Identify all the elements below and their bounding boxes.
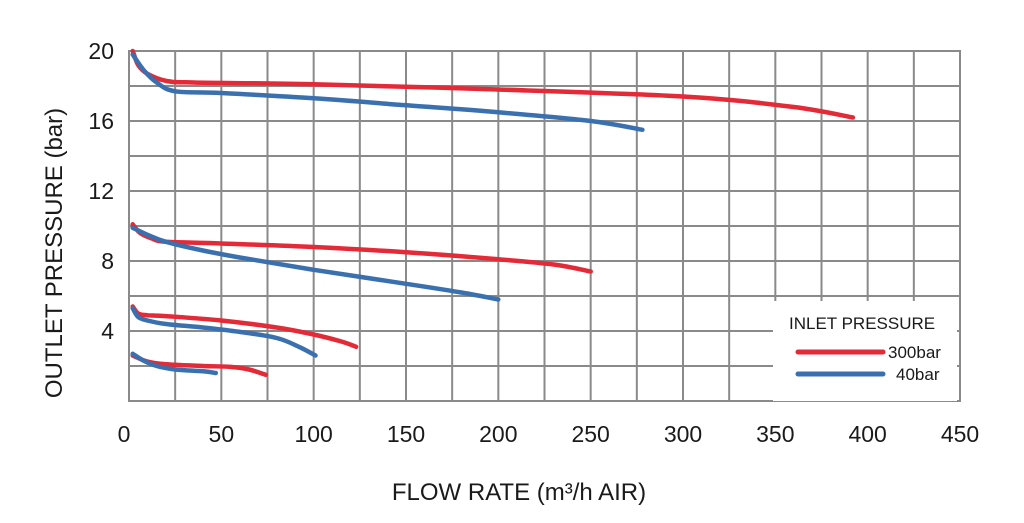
legend-label-40bar: 40bar (896, 365, 940, 384)
series-line-40bar-3 (130, 225, 501, 302)
series-line-40bar-7 (130, 351, 219, 376)
x-tick-label: 150 (387, 421, 425, 447)
series-line-300bar-0 (130, 48, 856, 120)
y-tick-label: 16 (88, 108, 114, 134)
y-tick-label: 4 (101, 318, 114, 344)
x-tick-label: 200 (479, 421, 517, 447)
x-tick-label: 400 (848, 421, 886, 447)
x-tick-label: 50 (209, 421, 235, 447)
x-tick-label: 0 (118, 421, 131, 447)
tick-labels: 0 50 100 150 200 250 300 350 400 450 4 8 12 16 20 (88, 38, 979, 447)
y-tick-label: 12 (88, 178, 114, 204)
legend-title: INLET PRESSURE (789, 314, 935, 333)
series-line-40bar-5 (130, 306, 318, 358)
series-line-40bar-1 (130, 52, 645, 133)
x-tick-label: 250 (571, 421, 609, 447)
series-lines (130, 48, 856, 378)
legend-label-300bar: 300bar (888, 343, 941, 362)
x-tick-label: 100 (294, 421, 332, 447)
series-line-300bar-4 (130, 304, 359, 350)
x-tick-label: 300 (664, 421, 702, 447)
y-tick-label: 20 (88, 38, 114, 64)
legend: INLET PRESSURE 300bar 40bar (773, 301, 957, 401)
x-axis-title: FLOW RATE (m³/h AIR) (392, 479, 646, 506)
x-tick-label: 350 (756, 421, 794, 447)
y-axis-title: OUTLET PRESSURE (bar) (41, 108, 68, 398)
x-tick-label: 450 (941, 421, 979, 447)
y-tick-label: 8 (101, 248, 114, 274)
